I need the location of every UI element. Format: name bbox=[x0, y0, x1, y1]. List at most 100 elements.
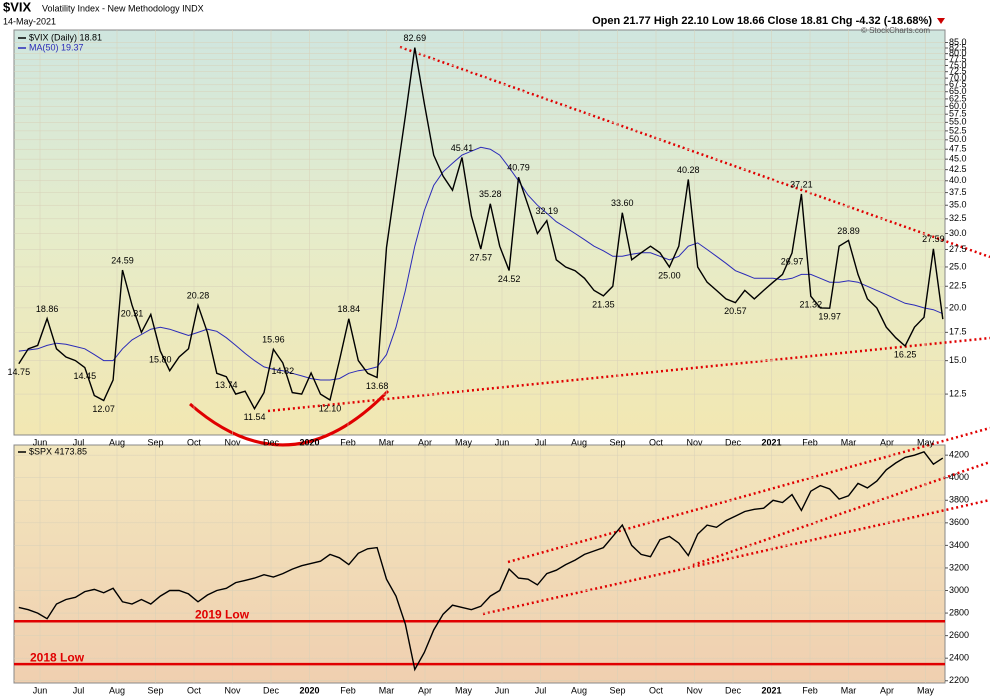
name: Volatility Index - New Methodology INDX bbox=[42, 3, 204, 13]
y-tick-label: 57.5 bbox=[949, 109, 967, 119]
y-tick-label: 67.5 bbox=[949, 79, 967, 89]
x-tick-label: Jul bbox=[73, 685, 85, 695]
x-tick-label: Oct bbox=[649, 437, 664, 447]
trendline bbox=[482, 498, 990, 616]
y-tick-label: 4200 bbox=[949, 450, 969, 460]
y-tick-label: 2200 bbox=[949, 675, 969, 685]
x-tick-label: Nov bbox=[686, 437, 703, 447]
series-line bbox=[18, 146, 943, 381]
y-tick-label: 45.0 bbox=[949, 154, 967, 164]
y-tick-label: 50.0 bbox=[949, 134, 967, 144]
x-tick-label: Oct bbox=[649, 685, 664, 695]
value-label: 15.80 bbox=[149, 354, 172, 364]
y-tick-label: 47.5 bbox=[949, 144, 967, 154]
value-label: 37.21 bbox=[790, 179, 813, 189]
trendline bbox=[399, 45, 990, 259]
value-label: 24.59 bbox=[111, 255, 134, 265]
value-label: 35.28 bbox=[479, 189, 502, 199]
y-tick-label: 3000 bbox=[949, 585, 969, 595]
level-label: 2018 Low bbox=[30, 650, 85, 664]
y-tick-label: 3200 bbox=[949, 562, 969, 572]
y-tick-label: 80.0 bbox=[949, 48, 967, 58]
x-tick-label: Feb bbox=[340, 437, 356, 447]
y-tick-label: 42.5 bbox=[949, 164, 967, 174]
value-label: 14.75 bbox=[8, 367, 31, 377]
value-label: 20.28 bbox=[187, 291, 210, 301]
value-label: 21.32 bbox=[800, 300, 823, 310]
x-tick-label: Oct bbox=[187, 685, 202, 695]
y-tick-label: 22.5 bbox=[949, 281, 967, 291]
value-label: 18.86 bbox=[36, 304, 59, 314]
credit: © StockCharts.com bbox=[861, 26, 930, 35]
x-tick-label: Feb bbox=[802, 437, 818, 447]
x-tick-label: Feb bbox=[802, 685, 818, 695]
x-tick-label: Mar bbox=[841, 437, 857, 447]
y-tick-label: 52.5 bbox=[949, 125, 967, 135]
x-tick-label: Dec bbox=[725, 437, 742, 447]
x-tick-label: Aug bbox=[571, 685, 587, 695]
x-tick-label: Jul bbox=[535, 437, 547, 447]
y-tick-label: 3400 bbox=[949, 540, 969, 550]
value-label: 45.41 bbox=[451, 143, 474, 153]
value-label: 27.59 bbox=[922, 234, 945, 244]
x-tick-label: May bbox=[455, 437, 473, 447]
quote: Open 21.77 High 22.10 Low 18.66 Close 18… bbox=[592, 15, 932, 27]
value-label: 12.07 bbox=[92, 404, 115, 414]
x-tick-label: May bbox=[455, 685, 473, 695]
x-tick-label: Mar bbox=[379, 437, 395, 447]
x-tick-label: Dec bbox=[263, 437, 280, 447]
x-tick-label: Sep bbox=[147, 685, 163, 695]
series-line bbox=[18, 450, 944, 672]
x-tick-label: 2020 bbox=[299, 685, 319, 695]
value-label: 28.89 bbox=[837, 226, 860, 236]
date: 14-May-2021 bbox=[3, 16, 56, 26]
value-label: 20.57 bbox=[724, 306, 747, 316]
x-tick-label: Jun bbox=[495, 437, 510, 447]
x-tick-label: Jun bbox=[33, 437, 48, 447]
legend-label: $VIX (Daily) 18.81 bbox=[29, 32, 102, 42]
y-tick-label: 75.0 bbox=[949, 60, 967, 70]
y-tick-label: 3800 bbox=[949, 495, 969, 505]
x-tick-label: Aug bbox=[109, 685, 125, 695]
y-tick-label: 72.5 bbox=[949, 66, 967, 76]
x-tick-label: Apr bbox=[418, 437, 432, 447]
trendlines bbox=[267, 45, 990, 616]
x-tick-label: Sep bbox=[609, 437, 625, 447]
y-tick-label: 60.0 bbox=[949, 101, 967, 111]
x-tick-label: Jul bbox=[73, 437, 85, 447]
value-label: 13.74 bbox=[215, 380, 238, 390]
y-tick-label: 12.5 bbox=[949, 388, 967, 398]
value-label: 14.82 bbox=[272, 366, 295, 376]
x-tick-label: May bbox=[917, 437, 935, 447]
legend-label: MA(50) 19.37 bbox=[29, 42, 84, 52]
value-label: 40.28 bbox=[677, 165, 700, 175]
value-label: 24.52 bbox=[498, 274, 521, 284]
y-tick-label: 20.0 bbox=[949, 302, 967, 312]
y-tick-label: 85.0 bbox=[949, 37, 967, 47]
value-label: 82.69 bbox=[404, 33, 427, 43]
y-tick-label: 15.0 bbox=[949, 355, 967, 365]
value-label: 40.79 bbox=[507, 163, 530, 173]
y-tick-label: 17.5 bbox=[949, 327, 967, 337]
trendline bbox=[692, 460, 990, 567]
value-label: 21.35 bbox=[592, 299, 615, 309]
value-label: 25.00 bbox=[658, 270, 681, 280]
series-line bbox=[18, 47, 944, 411]
y-tick-label: 55.0 bbox=[949, 117, 967, 127]
value-label: 13.68 bbox=[366, 381, 389, 391]
value-label: 26.97 bbox=[781, 256, 804, 266]
down-arrow bbox=[937, 18, 945, 24]
trendline bbox=[507, 426, 990, 564]
x-tick-label: Feb bbox=[340, 685, 356, 695]
x-tick-label: Dec bbox=[725, 685, 742, 695]
x-tick-label: Sep bbox=[147, 437, 163, 447]
level-label: 2019 Low bbox=[195, 607, 250, 621]
value-label: 20.31 bbox=[121, 308, 144, 318]
y-tick-label: 2400 bbox=[949, 653, 969, 663]
x-tick-label: 2021 bbox=[761, 685, 781, 695]
y-tick-label: 82.5 bbox=[949, 42, 967, 52]
y-tick-label: 4000 bbox=[949, 472, 969, 482]
value-label: 11.54 bbox=[244, 412, 266, 422]
value-label: 27.57 bbox=[470, 252, 493, 262]
